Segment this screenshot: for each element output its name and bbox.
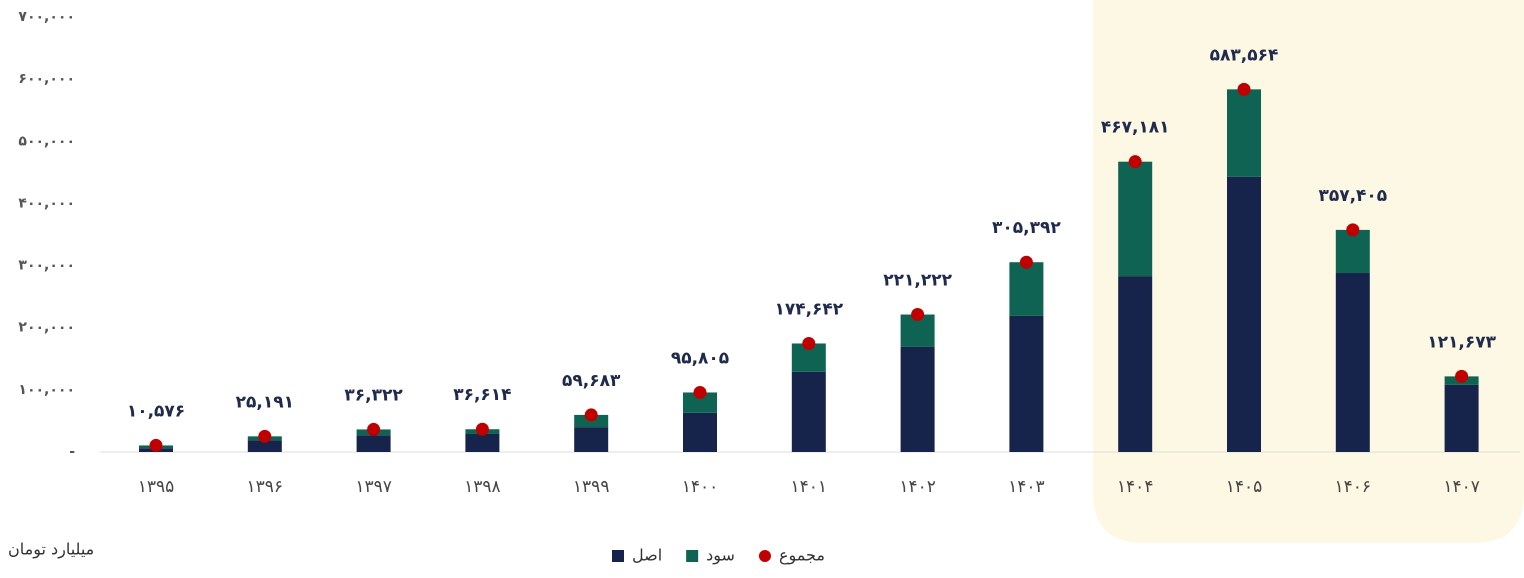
data-label: ۳۶,۳۲۲ xyxy=(344,385,403,405)
bar-segment xyxy=(1009,315,1044,452)
bar-segment xyxy=(683,412,717,452)
y-tick-label: ۷۰۰,۰۰۰ xyxy=(18,9,75,25)
total-dot xyxy=(367,422,381,436)
data-label: ۲۲۱,۲۲۲ xyxy=(883,271,952,291)
y-tick-label: - xyxy=(69,444,75,460)
legend-label: سود xyxy=(706,546,735,566)
data-label: ۱۲۱,۶۷۳ xyxy=(1427,332,1496,352)
total-dot xyxy=(1455,369,1469,383)
x-tick-label: ۱۴۰۲ xyxy=(899,477,936,497)
total-dot xyxy=(802,336,816,350)
total-dot xyxy=(149,438,163,452)
total-dot xyxy=(1346,223,1360,237)
total-dot xyxy=(258,429,272,443)
y-tick-label: ۱۰۰,۰۰۰ xyxy=(18,382,75,398)
x-tick-label: ۱۴۰۴ xyxy=(1117,477,1154,497)
bar-segment xyxy=(900,346,935,452)
x-tick-label: ۱۴۰۳ xyxy=(1008,477,1045,497)
bar-segment xyxy=(791,371,826,452)
x-tick-label: ۱۴۰۶ xyxy=(1335,477,1372,497)
x-tick-label: ۱۳۹۹ xyxy=(573,477,610,497)
bar-segment xyxy=(683,392,717,413)
bar-segment xyxy=(1118,161,1153,277)
data-label: ۹۵,۸۰۵ xyxy=(671,348,729,368)
bar-segment xyxy=(465,433,500,452)
y-tick-label: ۵۰۰,۰۰۰ xyxy=(18,133,75,149)
bar-segment xyxy=(1227,89,1261,177)
data-label: ۵۸۳,۵۶۴ xyxy=(1210,45,1279,65)
x-tick-label: ۱۳۹۷ xyxy=(355,477,392,497)
bar-segment xyxy=(1444,384,1479,452)
bar-segment xyxy=(356,435,391,452)
x-tick-label: ۱۳۹۶ xyxy=(247,477,284,497)
data-label: ۲۵,۱۹۱ xyxy=(236,392,294,412)
x-tick-label: ۱۴۰۷ xyxy=(1443,477,1480,497)
bar-segment xyxy=(1227,176,1261,452)
data-label: ۱۰,۵۷۶ xyxy=(127,401,185,421)
total-dot xyxy=(475,422,489,436)
bar-segment xyxy=(1009,262,1044,316)
x-tick-label: ۱۴۰۵ xyxy=(1226,477,1263,497)
total-dot xyxy=(693,385,707,399)
x-tick-label: ۱۳۹۵ xyxy=(138,477,175,497)
legend-swatch xyxy=(758,550,771,562)
data-label: ۱۷۴,۶۴۲ xyxy=(774,299,843,319)
bar-segment xyxy=(1118,276,1153,452)
legend-label: اصل xyxy=(632,546,662,565)
highlight-region xyxy=(1093,0,1524,543)
bar-segment xyxy=(1335,229,1370,274)
data-label: ۵۹,۶۸۳ xyxy=(562,371,621,391)
data-label: ۳۶,۶۱۴ xyxy=(453,385,511,405)
bar-segment xyxy=(247,440,282,452)
data-label: ۳۰۵,۳۹۲ xyxy=(992,218,1061,238)
bar-segment xyxy=(1335,273,1370,452)
bar-segment xyxy=(574,427,609,452)
data-label: ۴۶۷,۱۸۱ xyxy=(1101,118,1170,138)
y-tick-label: ۴۰۰,۰۰۰ xyxy=(18,195,75,211)
data-label: ۳۵۷,۴۰۵ xyxy=(1318,186,1387,206)
total-dot xyxy=(1237,82,1251,96)
y-tick-label: ۶۰۰,۰۰۰ xyxy=(18,71,75,87)
total-dot xyxy=(1128,155,1142,169)
x-tick-label: ۱۳۹۸ xyxy=(464,477,501,497)
legend-label: مجموع xyxy=(779,546,825,566)
unit-label: میلیارد تومان xyxy=(8,540,94,560)
y-tick-label: ۳۰۰,۰۰۰ xyxy=(18,258,75,274)
total-dot xyxy=(1019,255,1033,269)
y-tick-label: ۲۰۰,۰۰۰ xyxy=(18,320,75,336)
total-dot xyxy=(911,308,925,322)
x-tick-label: ۱۴۰۱ xyxy=(791,477,828,497)
legend-swatch xyxy=(686,550,699,562)
x-tick-label: ۱۴۰۰ xyxy=(682,477,719,497)
legend-swatch xyxy=(612,550,624,562)
total-dot xyxy=(584,408,598,422)
